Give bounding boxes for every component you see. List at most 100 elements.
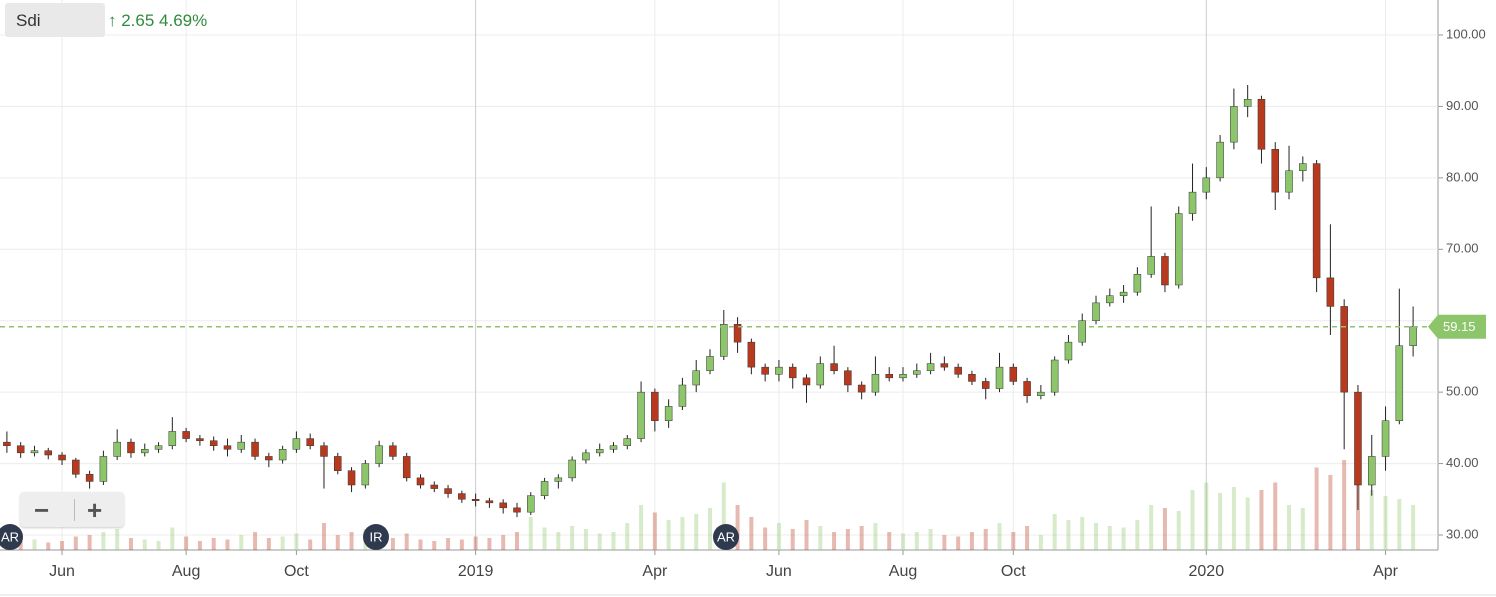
volume-bar [1259, 490, 1264, 550]
candle-body [1340, 306, 1348, 393]
candle-body [664, 406, 673, 421]
volume-bar [1231, 487, 1236, 550]
candle-body [402, 456, 411, 479]
volume-bar [239, 535, 244, 550]
candle-body [885, 374, 893, 379]
candle-body [816, 363, 825, 386]
candle-body [182, 431, 190, 439]
volume-bar [570, 526, 575, 550]
candle-body [99, 456, 108, 482]
event-marker[interactable] [363, 524, 389, 550]
candle-body [595, 449, 604, 454]
candle-body [113, 441, 121, 457]
candle-body [788, 366, 797, 379]
candle-body [802, 377, 811, 386]
volume-bar [418, 539, 423, 550]
volume-bar [1162, 508, 1167, 550]
volume-bar [197, 541, 202, 550]
symbol-box[interactable] [5, 3, 105, 37]
volume-bar [335, 535, 340, 550]
candle-body [334, 456, 342, 471]
candle-body [913, 370, 921, 375]
volume-bar [804, 520, 809, 550]
volume-bar [611, 532, 616, 550]
divider [74, 499, 75, 521]
volume-bar [1245, 497, 1250, 550]
candle-body [733, 324, 742, 343]
volume-bar [1328, 475, 1333, 550]
volume-bar [873, 523, 878, 550]
candle-body [237, 441, 246, 450]
candle-body [1188, 191, 1197, 214]
x-tick-label: 2020 [1189, 563, 1225, 580]
volume-bar [556, 532, 561, 550]
candle-body [513, 507, 521, 513]
volume-bar [1038, 535, 1043, 550]
volume-bar [1107, 526, 1112, 550]
event-marker[interactable] [713, 524, 739, 550]
candle-body [637, 391, 645, 439]
volume-bar [721, 482, 726, 550]
volume-bar [1383, 496, 1388, 550]
candle-body [954, 366, 962, 375]
candle-body [706, 356, 714, 371]
volume-bar [859, 526, 864, 550]
candle-body [995, 366, 1004, 389]
candle-body [1064, 341, 1073, 361]
candle-body [1092, 302, 1100, 321]
x-tick-label: Apr [642, 563, 668, 580]
volume-bar [1080, 517, 1085, 550]
x-tick-label: Jun [766, 563, 792, 580]
candle-body [1119, 291, 1128, 296]
volume-bar [1218, 493, 1223, 550]
volume-bar [790, 529, 795, 550]
zoom-out[interactable]: − [34, 495, 50, 525]
volume-bar [432, 541, 437, 550]
volume-bar [142, 539, 147, 550]
volume-bar [942, 535, 947, 550]
volume-bar [914, 532, 919, 550]
y-tick-label: 100.00 [1446, 26, 1486, 41]
volume-bar [46, 542, 51, 550]
last-price-label: 59.15 [1443, 319, 1476, 334]
x-tick-label: Oct [284, 563, 309, 580]
zoom-controls: − + [20, 492, 124, 527]
event-marker[interactable] [0, 524, 23, 550]
volume-bar [321, 523, 326, 550]
candle-body [1050, 359, 1059, 393]
volume-bar [1369, 490, 1374, 550]
candle-body [678, 384, 687, 407]
volume-bar [390, 538, 395, 550]
candle-body [1367, 456, 1376, 486]
x-tick-label: Apr [1373, 563, 1399, 580]
candle-body [720, 324, 728, 357]
volume-bar [211, 538, 216, 550]
volume-bar [832, 532, 837, 550]
candle-body [1271, 149, 1279, 193]
candle-body [926, 363, 935, 371]
volume-bar [73, 536, 78, 550]
zoom-in[interactable]: + [87, 495, 103, 525]
candle-body [168, 431, 177, 446]
candle-body [265, 456, 273, 461]
volume-bar [1135, 520, 1140, 550]
volume-bar [294, 533, 299, 550]
volume-bar [1397, 499, 1402, 550]
candle-body [981, 381, 990, 389]
candle-body [1326, 277, 1335, 307]
candle-body [775, 366, 783, 375]
event-marker-label: AR [1, 529, 19, 544]
candle-body [1216, 141, 1224, 179]
volume-bar [845, 529, 850, 550]
y-tick-label: 90.00 [1446, 98, 1479, 113]
volume-bar [542, 527, 547, 550]
candle-body [527, 495, 535, 513]
candle-body [141, 449, 149, 454]
candle-body [1395, 345, 1404, 421]
candle-body [1243, 99, 1252, 107]
volume-bar [128, 538, 133, 550]
volume-bar [101, 532, 106, 550]
y-tick-label: 30.00 [1446, 526, 1479, 541]
candle-body [761, 366, 769, 375]
volume-bar [1149, 505, 1154, 550]
